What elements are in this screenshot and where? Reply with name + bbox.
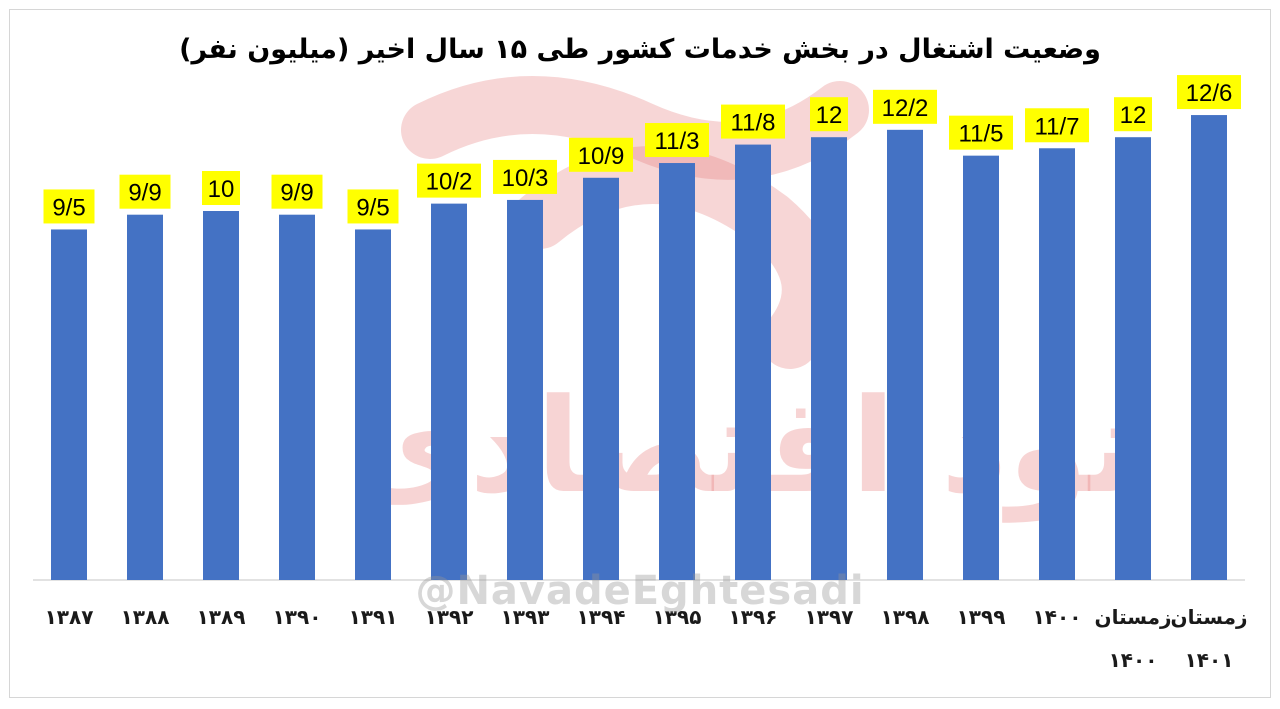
x-tick-labels-layer: ۱۳۸۷ ۱۳۸۸ ۱۳۸۹ ۱۳۹۰ ۱۳۹۱ ۱۳۹۲ ۱۳۹۳ ۱۳۹۴ ۱۳۹۵ ۱۳۹۶… [45,605,1248,672]
data-label: 12 [810,97,848,132]
bar [127,214,163,580]
data-label: 9/5 [347,189,399,224]
data-label: 11/3 [645,123,709,158]
data-label-background [810,97,848,132]
data-label-text: 10/2 [426,169,473,196]
data-label-text: 10/9 [578,143,625,170]
x-tick-label: ۱۳۹۱ [349,605,398,629]
bars-layer [51,115,1227,581]
bar [659,163,695,580]
data-label-text: 10 [208,176,235,203]
x-tick-label: ۱۴۰۰ [1033,605,1082,629]
data-label-text: 9/5 [356,194,389,221]
data-labels-layer: 9/5 9/9 10 9/9 9/5 10/2 10/3 10/9 11/3 11/8 12 12/2… [43,75,1241,224]
x-tick-label: ۱۳۹۸ [881,605,930,629]
data-label: 12 [1114,97,1152,132]
x-tick-label: زمستان ۱۴۰۰ [1095,605,1172,672]
data-label-text: 10/3 [502,165,549,192]
data-label-text: 9/9 [280,180,313,207]
bar [583,177,619,581]
data-label-text: 12 [816,102,843,129]
bar [735,144,771,580]
x-tick-label: ۱۳۹۵ [653,605,702,629]
bar [51,229,87,580]
data-label-background [949,115,1013,150]
data-label-background [417,163,481,198]
x-tick-label: ۱۳۹۳ [501,605,550,629]
data-label-background [1114,97,1152,132]
x-tick-label: ۱۳۸۹ [197,605,246,629]
bar [887,129,923,580]
bar [507,199,543,580]
data-label-background [43,189,95,224]
data-label: 9/5 [43,189,95,224]
data-label: 12/2 [873,89,937,124]
watermark-handle: @NavadeEghtesadi [415,568,865,614]
data-label: 10 [202,171,240,205]
data-label-text: 11/3 [655,128,700,155]
bar [1115,137,1151,580]
data-label: 12/6 [1177,75,1241,110]
bar [203,211,239,580]
bar [963,155,999,580]
data-label: 10/3 [493,159,557,194]
bar [431,203,467,580]
x-tick-label: ۱۳۹۹ [957,605,1006,629]
data-label-background [645,123,709,158]
x-tick-label: ۱۳۸۸ [121,605,170,629]
data-label-background [873,89,937,124]
data-label-background [493,159,557,194]
x-tick-label: ۱۳۹۴ [577,605,626,629]
data-label: 10/9 [569,137,633,172]
data-label-text: 12 [1120,102,1147,129]
data-label-background [119,174,171,209]
data-label-text: 12/2 [882,95,929,122]
data-label-background [1025,108,1089,143]
data-label-background [347,189,399,224]
data-label: 11/5 [949,115,1013,150]
data-label-background [721,104,785,139]
bar [1191,115,1227,580]
data-label-background [569,137,633,172]
data-label-text: 11/8 [731,110,776,137]
bar [279,214,315,580]
bar [1039,148,1075,580]
data-label-text: 9/9 [128,180,161,207]
data-label-text: 9/5 [52,194,85,221]
x-tick-label: ۱۳۹۶ [729,605,778,629]
x-tick-label: ۱۳۹۲ [425,605,474,629]
bar [811,137,847,580]
x-tick-label: ۱۳۹۰ [273,605,322,629]
data-label: 9/9 [271,174,323,209]
x-tick-label: ۱۳۹۷ [805,605,854,629]
bar [355,229,391,580]
x-tick-label: زمستان ۱۴۰۱ [1171,605,1248,672]
x-tick-label: ۱۳۸۷ [45,605,94,629]
data-label-text: 12/6 [1186,80,1233,107]
data-label-background [271,174,323,209]
data-label-text: 11/5 [959,121,1004,148]
chart-title: وضعیت اشتغال در بخش خدمات کشور طی ۱۵ سال… [179,34,1101,65]
data-label-text: 11/7 [1035,113,1080,140]
data-label: 11/8 [721,104,785,139]
data-label-background [1177,75,1241,110]
data-label-background [202,171,240,205]
data-label: 11/7 [1025,108,1089,143]
data-label: 10/2 [417,163,481,198]
data-label: 9/9 [119,174,171,209]
